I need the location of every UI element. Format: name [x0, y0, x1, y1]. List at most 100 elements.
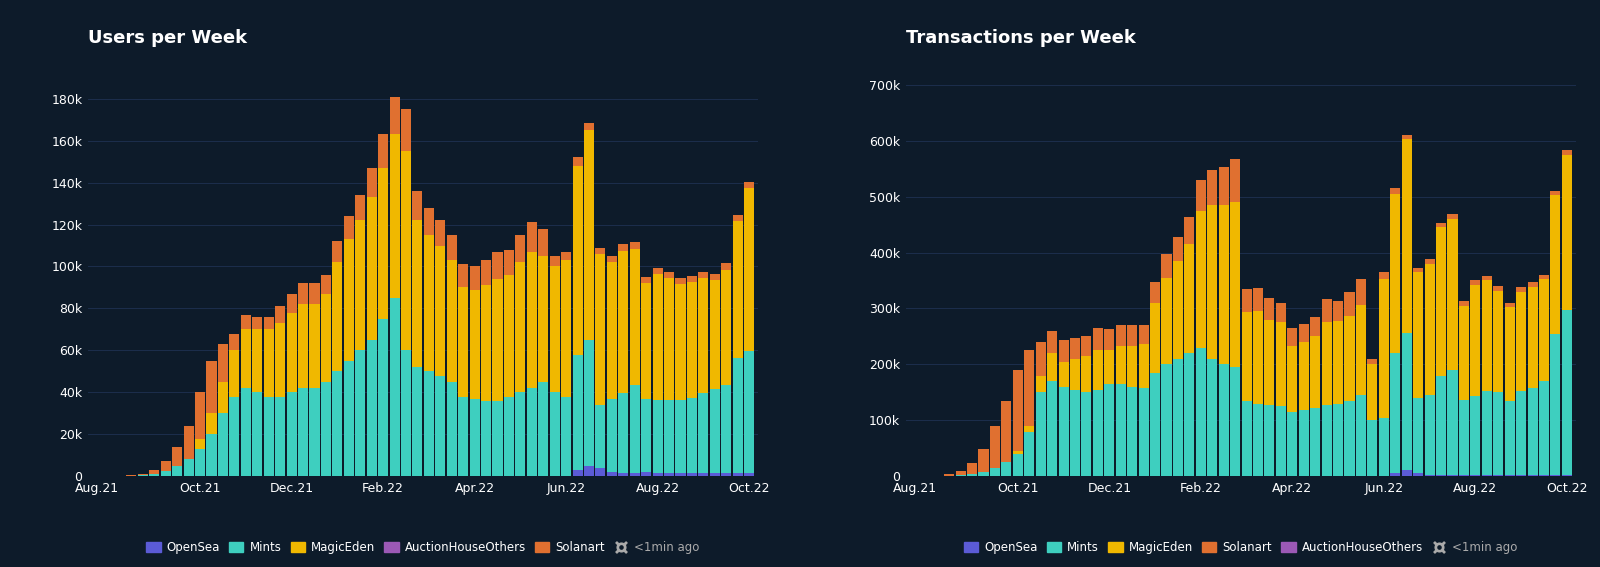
Bar [138, 475, 147, 476]
Bar [286, 312, 296, 392]
Bar [584, 123, 594, 130]
Bar [1435, 227, 1446, 375]
Bar [1368, 365, 1378, 420]
Bar [1264, 320, 1275, 405]
Bar [1139, 344, 1149, 388]
Bar [653, 473, 662, 476]
Bar [710, 389, 720, 473]
Bar [1288, 328, 1298, 346]
Bar [515, 392, 525, 476]
Bar [298, 284, 309, 304]
Bar [1528, 388, 1538, 475]
Bar [955, 475, 966, 476]
Bar [378, 168, 389, 319]
Bar [526, 222, 538, 252]
Bar [1550, 196, 1560, 334]
Bar [1448, 219, 1458, 370]
Bar [630, 473, 640, 476]
Bar [322, 275, 331, 294]
Bar [664, 400, 674, 473]
Bar [1070, 337, 1080, 359]
Bar [686, 276, 698, 282]
Bar [1482, 475, 1491, 476]
Bar [184, 426, 194, 459]
Bar [435, 375, 445, 476]
Bar [595, 405, 605, 468]
Bar [1355, 280, 1366, 304]
Bar [686, 282, 698, 397]
Bar [979, 472, 989, 476]
Bar [1126, 346, 1138, 387]
Bar [1322, 299, 1331, 322]
Bar [1253, 311, 1262, 404]
Bar [1562, 150, 1571, 155]
Bar [504, 249, 514, 275]
Bar [1539, 280, 1549, 381]
Bar [1528, 282, 1538, 287]
Bar [1517, 391, 1526, 475]
Bar [504, 275, 514, 396]
Bar [1448, 214, 1458, 219]
Bar [618, 473, 629, 476]
Bar [538, 382, 549, 476]
Bar [275, 323, 285, 396]
Bar [686, 397, 698, 473]
Bar [1504, 401, 1515, 475]
Bar [446, 382, 456, 476]
Bar [195, 392, 205, 438]
Bar [1550, 334, 1560, 475]
Bar [562, 260, 571, 396]
Bar [286, 294, 296, 312]
Bar [402, 109, 411, 151]
Bar [469, 399, 480, 476]
Bar [595, 468, 605, 476]
Bar [1504, 303, 1515, 307]
Bar [218, 344, 229, 382]
Bar [1390, 473, 1400, 476]
Text: Transactions per Week: Transactions per Week [906, 29, 1136, 47]
Bar [1424, 475, 1435, 476]
Bar [413, 367, 422, 476]
Bar [1344, 401, 1355, 476]
Bar [1459, 306, 1469, 400]
Bar [1504, 307, 1515, 401]
Bar [355, 195, 365, 221]
Bar [979, 450, 989, 472]
Bar [1219, 365, 1229, 476]
Bar [606, 263, 618, 399]
Bar [275, 306, 285, 323]
Bar [206, 361, 216, 413]
Bar [446, 260, 456, 382]
Bar [630, 249, 640, 385]
Bar [504, 396, 514, 476]
Bar [1024, 426, 1034, 431]
Bar [573, 354, 582, 470]
Bar [253, 329, 262, 392]
Bar [138, 473, 147, 475]
Bar [1470, 396, 1480, 475]
Bar [1242, 401, 1251, 476]
Bar [493, 401, 502, 476]
Bar [1368, 359, 1378, 365]
Bar [1059, 362, 1069, 387]
Bar [149, 474, 160, 476]
Bar [1115, 384, 1126, 476]
Bar [378, 134, 389, 168]
Bar [1504, 475, 1515, 476]
Bar [1379, 279, 1389, 417]
Bar [1435, 223, 1446, 227]
Bar [710, 274, 720, 280]
Bar [642, 399, 651, 472]
Bar [526, 252, 538, 388]
Bar [606, 256, 618, 263]
Bar [264, 317, 274, 329]
Bar [675, 278, 685, 284]
Bar [322, 382, 331, 476]
Bar [1195, 180, 1206, 210]
Bar [1013, 370, 1022, 451]
Bar [744, 352, 754, 473]
Bar [990, 426, 1000, 468]
Bar [698, 272, 709, 278]
Bar [333, 371, 342, 476]
Bar [744, 181, 754, 188]
